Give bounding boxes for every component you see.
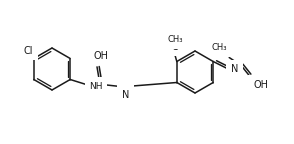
Text: NH: NH: [89, 82, 103, 91]
Text: O: O: [171, 41, 179, 52]
Text: OH: OH: [94, 51, 109, 60]
Text: Cl: Cl: [23, 46, 33, 55]
Text: CH₃: CH₃: [212, 43, 227, 53]
Text: OH: OH: [253, 79, 268, 90]
Text: N: N: [231, 65, 238, 74]
Text: CH₃: CH₃: [167, 36, 183, 44]
Text: N: N: [122, 90, 130, 100]
